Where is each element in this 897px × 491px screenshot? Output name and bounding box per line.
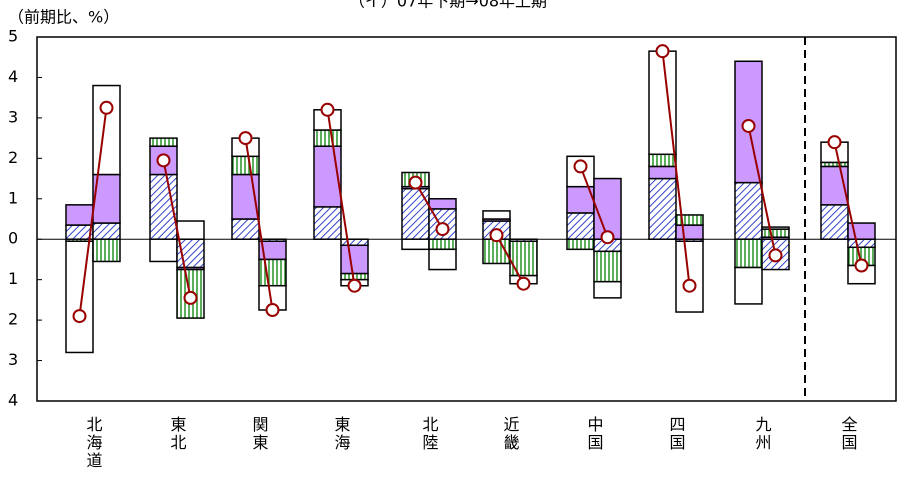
y-tick-label: 0 — [8, 229, 18, 248]
bar-segment — [509, 240, 538, 277]
x-tick-label: 全国 — [839, 416, 858, 452]
bar-segment — [149, 238, 178, 263]
total-point — [156, 153, 171, 168]
total-point — [265, 303, 280, 317]
x-tick-label: 北陸 — [420, 416, 439, 452]
total-point — [516, 276, 531, 291]
x-tick-label: 北海道 — [84, 416, 103, 470]
bar-segment — [340, 244, 369, 275]
total-line — [162, 160, 192, 299]
total-point — [489, 228, 504, 243]
bar-segment — [428, 198, 457, 210]
total-point — [183, 290, 198, 305]
total-point — [347, 278, 362, 293]
bar-segment — [258, 258, 287, 287]
chart-title: （イ）07年下期→08年上期 — [349, 0, 547, 11]
y-tick-label: 2 — [8, 310, 18, 329]
bar-segment — [820, 204, 849, 240]
x-tick-label: 九州 — [753, 416, 772, 452]
bar-segment — [92, 222, 121, 240]
bar-segment — [593, 280, 622, 299]
bar-segment — [761, 226, 790, 230]
x-tick-label: 中国 — [585, 416, 604, 452]
total-line — [833, 141, 863, 266]
bar-segment — [65, 240, 94, 354]
total-line — [579, 166, 609, 238]
bar-segment — [566, 212, 595, 240]
total-line — [661, 51, 691, 286]
bar-segment — [734, 266, 763, 305]
plot-frame — [36, 36, 897, 402]
y-axis-label: （前期比、%） — [8, 8, 119, 27]
x-tick-label: 関東 — [250, 416, 269, 452]
y-tick-label: 4 — [8, 67, 18, 86]
bar-segment — [761, 228, 790, 238]
y-tick-label: 5 — [8, 27, 18, 46]
bar-segment — [92, 238, 121, 263]
y-tick-label: 2 — [8, 148, 18, 167]
total-line — [747, 125, 777, 256]
bar-segment — [675, 224, 704, 240]
y-tick-label: 3 — [8, 107, 18, 126]
y-tick-label: 4 — [8, 391, 18, 410]
bar-segment — [648, 153, 677, 168]
bar-segment — [648, 165, 677, 180]
bar-segment — [231, 155, 260, 176]
total-point — [655, 44, 670, 59]
total-point — [682, 278, 697, 293]
y-tick-label: 1 — [8, 269, 18, 288]
bar-segment — [428, 248, 457, 271]
bar-segment — [675, 214, 704, 226]
x-tick-label: 東北 — [168, 416, 187, 452]
bar-segment — [340, 238, 369, 247]
total-point — [854, 258, 869, 273]
total-point — [435, 222, 450, 237]
x-tick-label: 東海 — [332, 416, 351, 452]
bar-segment — [593, 177, 622, 240]
total-point — [600, 230, 615, 245]
total-point — [408, 175, 423, 190]
bar-segment — [566, 238, 595, 251]
total-point — [72, 309, 87, 324]
total-line — [78, 107, 108, 317]
bar-segment — [65, 204, 94, 226]
bar-segment — [401, 238, 430, 251]
x-tick-label: 近畿 — [501, 416, 520, 452]
bar-segment — [231, 218, 260, 240]
total-point — [741, 118, 756, 133]
total-line — [495, 234, 525, 285]
total-point — [768, 248, 783, 263]
bar-segment — [675, 240, 704, 313]
bar-segment — [734, 238, 763, 269]
y-tick-label: 3 — [8, 350, 18, 369]
bar-segment — [149, 137, 178, 147]
bar-segment — [734, 60, 763, 184]
bar-segment — [176, 220, 205, 240]
bar-segment — [482, 210, 511, 220]
bar-segment — [734, 181, 763, 240]
total-point — [573, 159, 588, 174]
total-point — [99, 100, 114, 115]
total-line — [244, 137, 274, 311]
total-point — [238, 131, 253, 146]
x-tick-label: 四国 — [667, 416, 686, 452]
bar-segment — [648, 177, 677, 240]
bar-segment — [313, 206, 342, 240]
bar-segment — [428, 238, 457, 251]
total-point — [320, 102, 335, 117]
bar-segment — [401, 187, 430, 240]
bar-segment — [313, 129, 342, 147]
bar-segment — [593, 250, 622, 283]
y-tick-label: 1 — [8, 188, 18, 207]
total-line — [414, 182, 444, 230]
total-point — [827, 135, 842, 150]
total-line — [326, 109, 356, 286]
bar-segment — [847, 238, 876, 249]
bar-segment — [92, 84, 121, 176]
